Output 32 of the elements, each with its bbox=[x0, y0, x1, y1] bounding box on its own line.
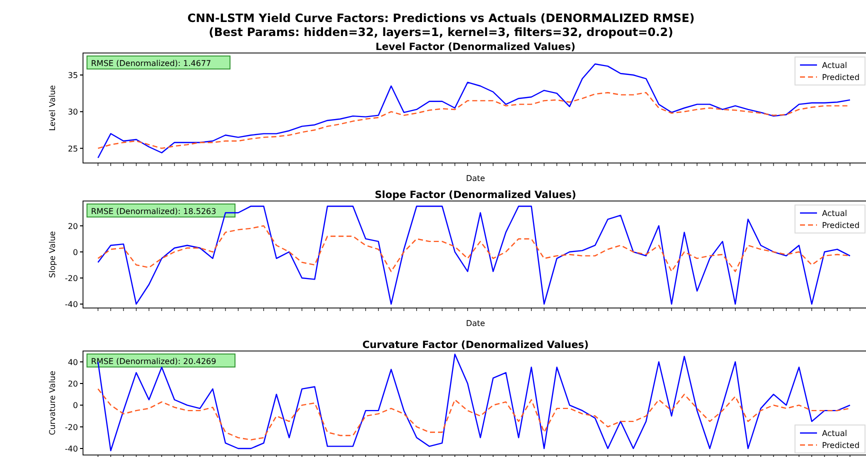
x-axis-title: Date bbox=[466, 174, 486, 183]
legend-label: Predicted bbox=[822, 441, 860, 450]
annotation: RMSE (Denormalized): 20.4269 bbox=[91, 357, 216, 366]
y-axis-title: Slope Value bbox=[48, 231, 57, 278]
x-axis-title: Date bbox=[466, 319, 486, 328]
y-tick-label: 20 bbox=[68, 380, 78, 388]
y-tick-label: 20 bbox=[68, 222, 78, 231]
legend-label: Predicted bbox=[822, 221, 860, 230]
y-tick-label: -40 bbox=[64, 300, 78, 310]
y-tick-label: -20 bbox=[64, 274, 78, 283]
y-tick-label: -40 bbox=[64, 444, 78, 454]
legend-label: Predicted bbox=[822, 73, 860, 82]
annotation: RMSE (Denormalized): 1.4677 bbox=[91, 59, 212, 68]
line-series bbox=[97, 388, 851, 440]
y-tick-label: 0 bbox=[72, 248, 78, 257]
annotation: RMSE (Denormalized): 18.5263 bbox=[91, 207, 216, 216]
y-tick-label: 30 bbox=[68, 108, 78, 117]
chart-title: Level Factor (Denormalized Values) bbox=[376, 42, 576, 53]
y-tick-label: 40 bbox=[68, 358, 78, 367]
y-tick-label: 35 bbox=[68, 71, 78, 80]
legend-label: Actual bbox=[822, 429, 848, 438]
legend-label: Actual bbox=[822, 209, 848, 218]
chart-title: Slope Factor (Denormalized Values) bbox=[374, 190, 576, 201]
text: (Best Params: hidden=32, layers=1, kernel=3, filters=32, dropout=0.2) bbox=[208, 25, 674, 39]
chart-title: Curvature Factor (Denormalized Values) bbox=[362, 340, 589, 351]
y-axis-title: Level Value bbox=[48, 85, 57, 131]
y-tick-label: -20 bbox=[64, 422, 78, 432]
text: CNN-LSTM Yield Curve Factors: Predictions vs Actuals (DENORMALIZED RMSE) bbox=[187, 11, 695, 25]
legend-label: Actual bbox=[822, 61, 848, 70]
y-axis-title: Curvature Value bbox=[48, 370, 57, 436]
y-tick-label: 25 bbox=[68, 144, 78, 154]
y-tick-label: 0 bbox=[72, 401, 78, 410]
